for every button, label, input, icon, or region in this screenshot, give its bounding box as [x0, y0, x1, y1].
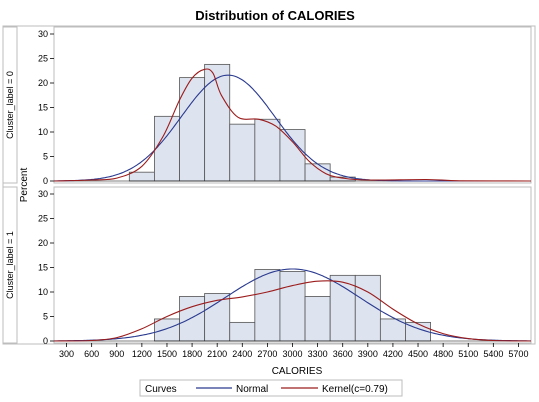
x-axis: 300 600 900 1200 1500 1800 2100 2400 2700 3000 330… — [59, 343, 528, 359]
strip-panel-1 — [2, 186, 18, 344]
normal-curve-1 — [54, 268, 531, 342]
x-tick-label-17: 5400 — [483, 349, 503, 359]
panels-group: 0 5 10 15 20 25 30 0 5 10 15 20 25 30 — [38, 26, 532, 346]
histogram-bar-0-7 — [304, 163, 331, 182]
x-tick-label-5: 1800 — [182, 349, 202, 359]
y-tick-label-0-0: 0 — [43, 176, 48, 186]
histogram-bar-0-4 — [229, 123, 256, 182]
legend-title: Curves — [145, 384, 177, 395]
y-axis-label: Percent — [19, 168, 30, 203]
x-tick-label-18: 5700 — [508, 349, 528, 359]
y-tick-label-1-4: 20 — [38, 238, 48, 248]
y-tick-label-0-5: 25 — [38, 54, 48, 64]
histogram-bar-0-0 — [128, 171, 155, 182]
x-tick-label-16: 5100 — [458, 349, 478, 359]
histogram-bar-1-5 — [279, 271, 306, 342]
y-tick-label-1-5: 25 — [38, 214, 48, 224]
x-tick-label-8: 2700 — [257, 349, 277, 359]
y-tick-label-1-2: 10 — [38, 287, 48, 297]
histogram-bar-0-5 — [254, 118, 281, 182]
x-tick-label-13: 4200 — [383, 349, 403, 359]
y-tick-label-1-0: 0 — [43, 336, 48, 346]
histogram-bar-1-3 — [229, 321, 256, 342]
x-tick-label-7: 2400 — [232, 349, 252, 359]
histogram-bar-1-4 — [254, 269, 281, 342]
strip-panel-0 — [2, 26, 18, 184]
histogram-bar-1-0 — [154, 318, 180, 342]
strip-label-1: Cluster_label = 1 — [5, 231, 15, 299]
x-tick-label-11: 3600 — [333, 349, 353, 359]
y-tick-label-1-1: 5 — [43, 312, 48, 322]
x-tick-label-0: 300 — [59, 349, 74, 359]
x-tick-label-3: 1200 — [132, 349, 152, 359]
y-tick-label-0-6: 30 — [38, 29, 48, 39]
strip-label-0: Cluster_label = 0 — [5, 71, 15, 139]
x-tick-label-2: 900 — [109, 349, 124, 359]
x-tick-label-4: 1500 — [157, 349, 177, 359]
y-tick-label-0-2: 10 — [38, 127, 48, 137]
y-tick-label-0-3: 15 — [38, 103, 48, 113]
x-axis-label: CALORIES — [272, 366, 323, 377]
legend-frame — [139, 379, 403, 397]
x-tick-label-12: 3900 — [358, 349, 378, 359]
y-tick-label-0-1: 5 — [43, 152, 48, 162]
x-tick-label-15: 4800 — [433, 349, 453, 359]
histogram-bar-1-6 — [304, 296, 331, 342]
y-tick-label-0-4: 20 — [38, 78, 48, 88]
histogram-bar-0-3 — [204, 63, 231, 182]
histogram-bar-1-2 — [204, 293, 231, 342]
x-tick-label-10: 3300 — [308, 349, 328, 359]
plot-frame — [2, 25, 536, 345]
legend-label-kernel: Kernel(c=0.79) — [322, 384, 388, 395]
y-tick-label-1-3: 15 — [38, 263, 48, 273]
panel-1: 0 5 10 15 20 25 30 — [38, 186, 532, 346]
x-tick-label-9: 3000 — [282, 349, 302, 359]
histogram-bar-0-1 — [154, 115, 180, 182]
x-tick-label-1: 600 — [84, 349, 99, 359]
histogram-bar-0-6 — [279, 129, 306, 182]
x-tick-label-14: 4500 — [408, 349, 428, 359]
legend-label-normal: Normal — [236, 384, 268, 395]
y-tick-label-1-6: 30 — [38, 189, 48, 199]
x-tick-label-6: 2100 — [207, 349, 227, 359]
panel-0: 0 5 10 15 20 25 30 — [38, 26, 532, 186]
kernel-curve-1 — [53, 280, 532, 342]
histogram-bar-1-1 — [179, 296, 206, 342]
chart-title: Distribution of CALORIES — [195, 8, 355, 23]
kernel-curve-0 — [53, 68, 532, 182]
legend: Curves Normal Kernel(c=0.79) — [139, 379, 403, 397]
